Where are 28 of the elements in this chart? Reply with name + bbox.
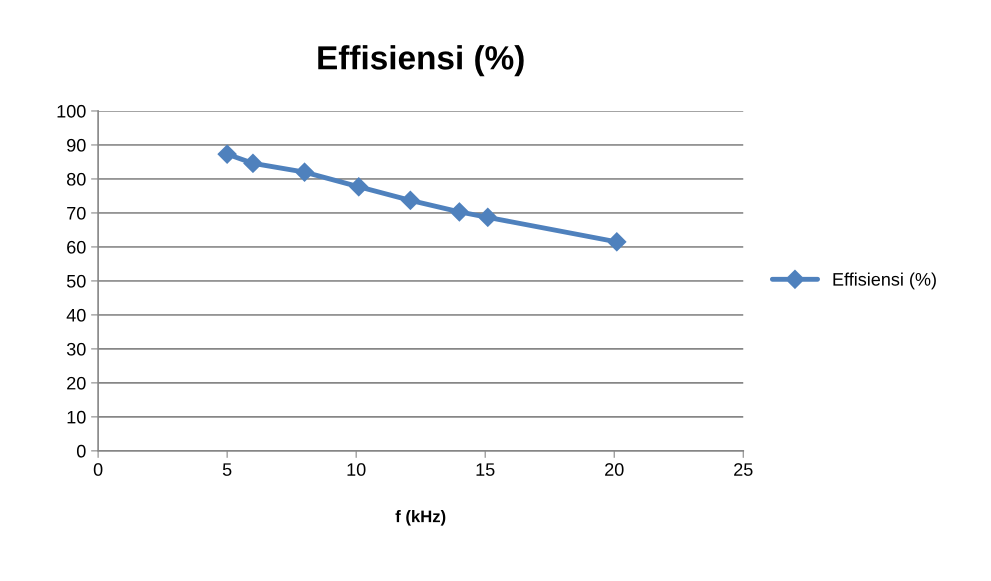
y-tick-label: 40 (66, 308, 86, 322)
x-tick-label: 5 (222, 463, 232, 476)
y-tick-label: 10 (68, 410, 86, 424)
y-tick-label: 60 (67, 240, 86, 254)
y-tick-label: 70 (67, 206, 86, 220)
point (243, 154, 262, 173)
point (450, 202, 469, 222)
point (607, 232, 626, 252)
point (478, 208, 498, 227)
point (295, 162, 314, 182)
y-tick-label: 80 (67, 172, 86, 186)
point (349, 177, 368, 196)
x-tick-label: 25 (734, 463, 753, 476)
y-tick-label: 100 (58, 104, 86, 118)
y-tick-label: 50 (66, 274, 86, 288)
x-tick-label: 0 (94, 463, 102, 476)
legend-label: Effisiensi (%) (833, 272, 936, 290)
y-tick-label: 20 (67, 376, 86, 390)
chart-title: Effisiensi (%) (318, 45, 524, 76)
x-tick-label: 20 (605, 463, 624, 476)
y-tick-label: 90 (67, 138, 86, 152)
x-axis-title: f (kHz) (396, 510, 446, 526)
point (400, 190, 420, 210)
x-tick-label: 15 (476, 463, 494, 476)
y-tick-label: 30 (66, 342, 86, 356)
x-tick-label: 10 (348, 463, 366, 476)
y-tick-label: 0 (76, 444, 86, 458)
point (218, 144, 237, 164)
